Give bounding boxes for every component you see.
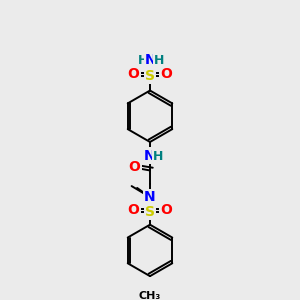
Text: O: O: [128, 160, 140, 174]
Text: S: S: [145, 205, 155, 219]
Text: N: N: [143, 149, 155, 163]
Text: N: N: [145, 53, 157, 67]
Text: methyl: methyl: [133, 187, 137, 188]
Text: CH₃: CH₃: [139, 291, 161, 300]
Text: methyl: methyl: [137, 189, 142, 191]
Text: O: O: [160, 68, 172, 81]
Text: O: O: [128, 203, 140, 218]
Text: H: H: [154, 54, 164, 67]
Text: H: H: [153, 150, 164, 163]
Text: methyl: methyl: [130, 181, 135, 182]
Text: O: O: [160, 203, 172, 218]
Text: N: N: [144, 190, 156, 204]
Text: H: H: [137, 54, 148, 67]
Text: O: O: [128, 68, 140, 81]
Text: S: S: [145, 69, 155, 83]
